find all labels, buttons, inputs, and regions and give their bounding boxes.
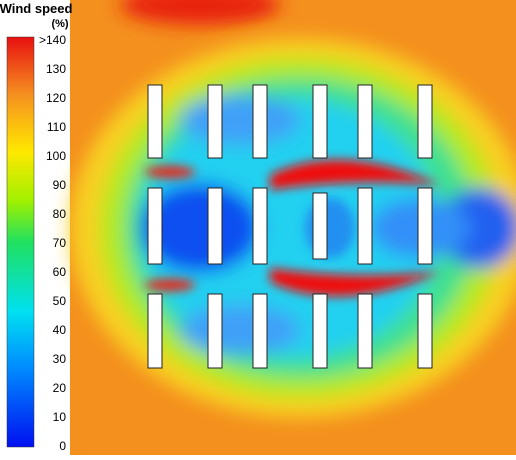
- legend-tick-label: 100: [46, 149, 66, 163]
- legend-tick-label: 70: [53, 236, 67, 250]
- legend-tick-label: 30: [53, 352, 67, 366]
- legend-tick-label: 130: [46, 62, 66, 76]
- legend-tick-label: 80: [53, 207, 67, 221]
- legend-tick-label: 120: [46, 91, 66, 105]
- buildings: [147, 84, 433, 369]
- legend-tick-label: 50: [53, 294, 67, 308]
- legend-tick-label: 10: [53, 410, 67, 424]
- legend-tick-label: 0: [59, 439, 66, 453]
- legend-tick-label: 110: [47, 120, 66, 134]
- legend-unit: (%): [51, 18, 68, 30]
- legend-tick-label: 90: [53, 178, 67, 192]
- legend-tick-label: 60: [53, 265, 67, 279]
- legend-title: Wind speed: [0, 1, 72, 16]
- legend-tick-label: >140: [39, 33, 66, 47]
- legend-tick-label: 20: [53, 381, 67, 395]
- color-legend: Wind speed (%) >140130120110100908070605…: [0, 1, 72, 453]
- wind-field: [70, 0, 516, 455]
- legend-tick-label: 40: [53, 323, 67, 337]
- color-bar: [6, 36, 35, 448]
